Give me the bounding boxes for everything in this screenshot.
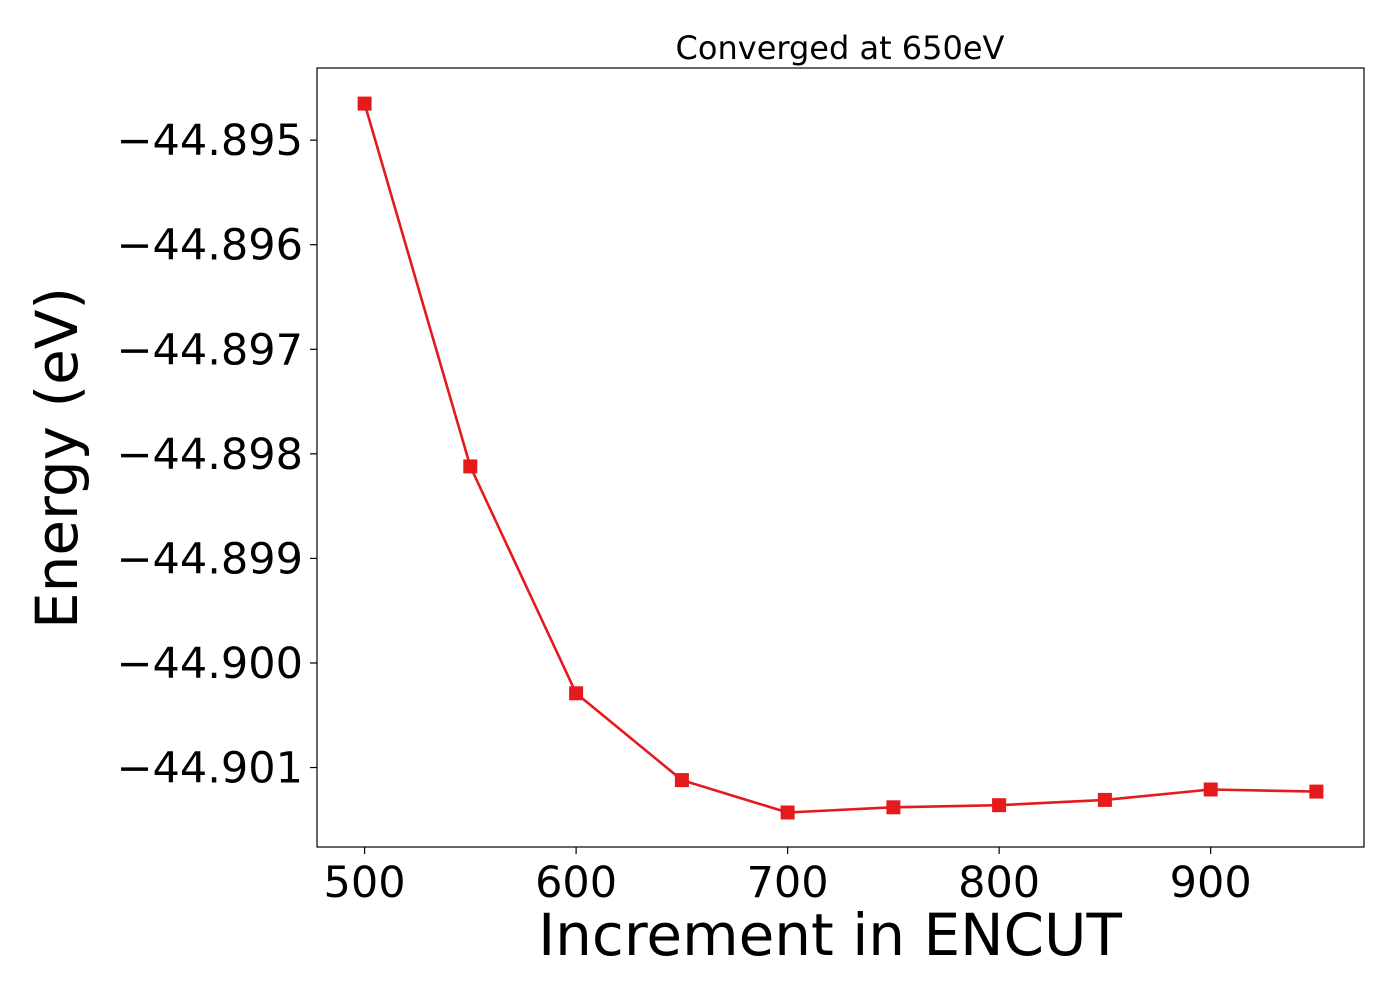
data-point-marker (992, 798, 1007, 813)
x-axis-ticks: 500 600 700 800 900 (324, 847, 1252, 908)
data-point-marker (780, 805, 795, 820)
data-point-marker (886, 800, 901, 815)
data-point-marker (463, 459, 478, 474)
data-point-marker (674, 773, 689, 788)
x-axis-label: Increment in ENCUT (538, 901, 1122, 969)
data-point-marker (357, 96, 372, 111)
y-tick-label: −44.901 (117, 744, 304, 794)
x-tick-label: 600 (535, 858, 617, 908)
x-tick-label: 700 (747, 858, 829, 908)
chart-title: Converged at 650eV (676, 29, 1005, 67)
y-tick-label: −44.895 (117, 116, 304, 166)
data-point-marker (1309, 784, 1324, 799)
y-tick-label: −44.897 (117, 325, 304, 375)
plot-area: 500 600 700 800 900 −44.895−44.896−44.897−44… (117, 67, 1365, 908)
x-tick-label: 500 (324, 858, 406, 908)
y-axis-label: Energy (eV) (23, 287, 91, 629)
x-tick-label: 800 (958, 858, 1040, 908)
data-point-marker (569, 686, 584, 701)
y-tick-label: −44.900 (117, 639, 304, 689)
y-tick-label: −44.896 (117, 221, 304, 271)
y-axis-ticks: −44.895 −44.896 −44.897 −44.898 −44.899 −44.9… (117, 116, 317, 794)
series-layer (357, 96, 1324, 820)
y-tick-label: −44.898 (117, 430, 304, 480)
y-tick-label: −44.899 (117, 534, 304, 584)
data-point-marker (1203, 782, 1218, 797)
x-tick-label: 900 (1170, 858, 1252, 908)
data-point-marker (1097, 792, 1112, 807)
plot-frame (316, 67, 1365, 848)
series-line (363, 103, 1317, 814)
